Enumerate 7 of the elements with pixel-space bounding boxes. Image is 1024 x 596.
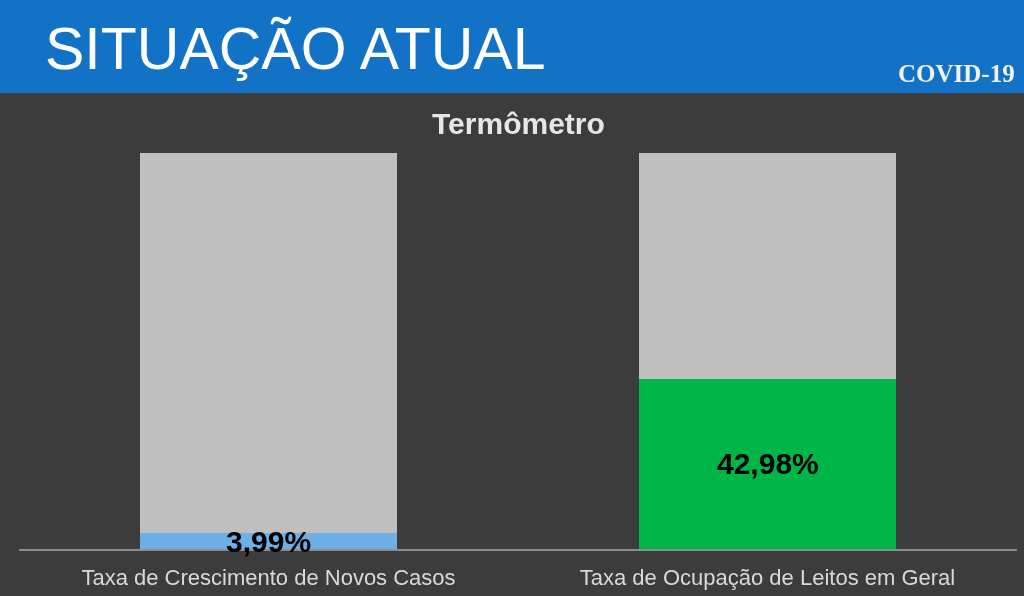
- chart-title: SITUAÇÃO ATUAL: [45, 15, 546, 82]
- data-label: 42,98%: [717, 447, 819, 480]
- data-label: 3,99%: [226, 525, 312, 558]
- x-tick-label: Taxa de Crescimento de Novos Casos: [81, 565, 456, 591]
- text: COVID-19: [898, 60, 1015, 87]
- x-tick-label: Taxa de Ocupação de Leitos em Geral: [579, 565, 956, 591]
- chart-subtitle: Termômetro: [432, 107, 605, 140]
